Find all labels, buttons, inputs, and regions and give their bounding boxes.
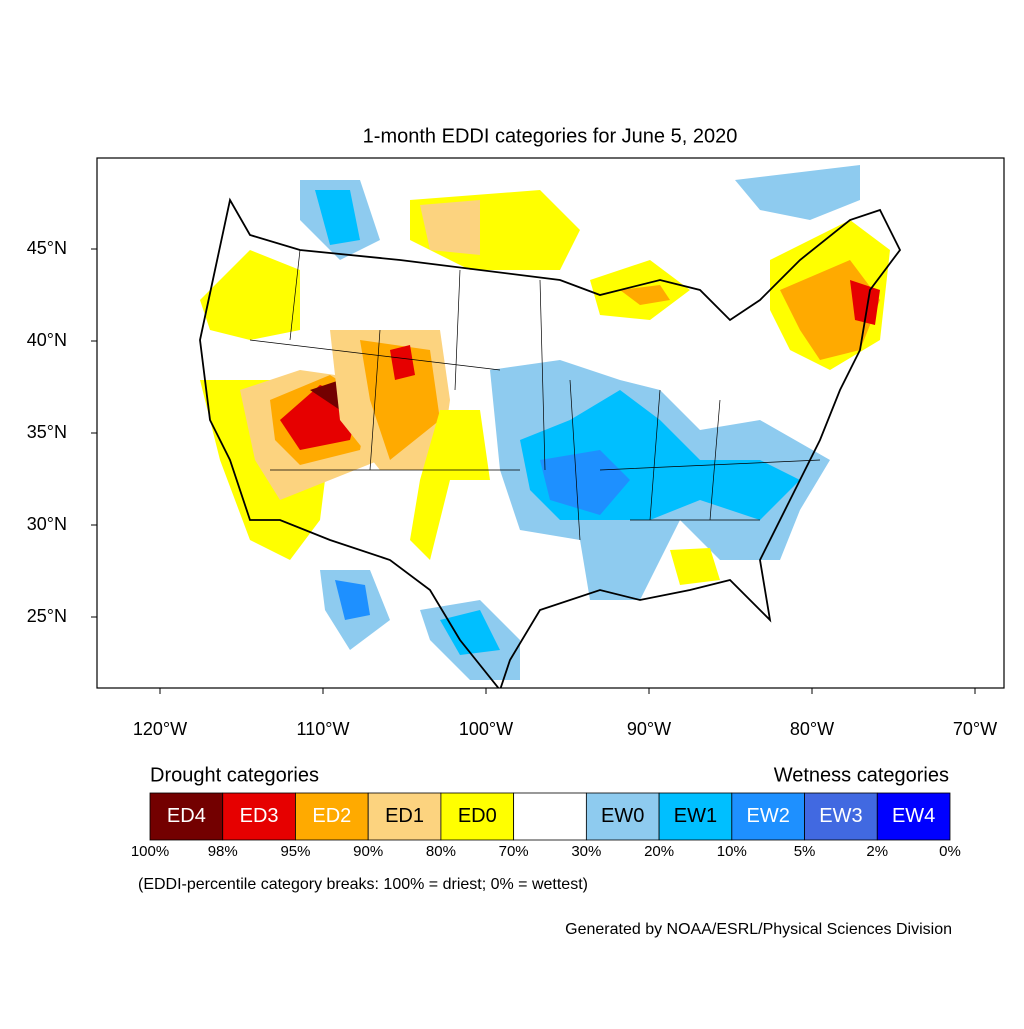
- note: (EDDI-percentile category breaks: 100% =…: [138, 876, 588, 893]
- legend-break: 95%: [280, 843, 310, 860]
- lon-tick-label: 110°W: [297, 719, 350, 739]
- legend-break: 10%: [717, 843, 747, 860]
- legend-break: 70%: [499, 843, 529, 860]
- legend-break: 20%: [644, 843, 674, 860]
- legend-break: 98%: [208, 843, 238, 860]
- axes: 45°N 40°N 35°N 30°N 25°N 120°W 110°W 100°W 90°W 8…: [27, 238, 997, 739]
- legend-label: EW1: [674, 805, 717, 827]
- anomaly-patch: [390, 345, 415, 380]
- anomaly-patch: [200, 250, 300, 340]
- lon-tick-label: 100°W: [459, 719, 513, 739]
- anomaly-patch: [360, 340, 440, 460]
- legend-swatch: [585, 792, 660, 841]
- legend-swatch: [804, 792, 878, 841]
- lon-tick-label: 80°W: [790, 719, 834, 739]
- legend-break: 5%: [794, 843, 816, 860]
- legend-swatch: [731, 792, 805, 841]
- legend-label: EW3: [819, 805, 862, 827]
- lon-tick-label: 120°W: [133, 719, 187, 739]
- legend-swatch: [295, 792, 369, 841]
- anomaly-patch: [540, 450, 630, 515]
- lat-tick-label: 25°N: [27, 606, 67, 626]
- lon-tick-label: 70°W: [953, 719, 997, 739]
- legend-label: EW4: [892, 805, 935, 827]
- legend-swatch: [367, 792, 442, 841]
- legend-swatch: [440, 792, 515, 841]
- legend-break: 30%: [571, 843, 601, 860]
- lat-tick-label: 45°N: [27, 238, 67, 258]
- legend-label: ED4: [167, 805, 206, 827]
- legend-label: ED1: [385, 805, 424, 827]
- legend-label: ED0: [458, 805, 497, 827]
- anomaly-patch: [315, 190, 360, 245]
- anomaly-patch: [620, 285, 670, 305]
- legend-break: 80%: [426, 843, 456, 860]
- lon-tick-label: 90°W: [627, 719, 671, 739]
- legend-swatch: [149, 792, 224, 841]
- anomaly-patch: [410, 410, 490, 560]
- wetness-title: Wetness categories: [774, 764, 949, 786]
- legend-break: 2%: [866, 843, 888, 860]
- lat-tick-label: 40°N: [27, 330, 67, 350]
- drought-title: Drought categories: [150, 764, 319, 786]
- map-title: 1-month EDDI categories for June 5, 2020: [363, 125, 738, 147]
- coastline: [199, 197, 902, 688]
- anomaly-patch: [850, 280, 880, 325]
- legend-swatch: [658, 792, 733, 841]
- legend-break: 90%: [353, 843, 383, 860]
- anomaly-patch: [440, 610, 500, 655]
- legend-label: ED2: [312, 805, 351, 827]
- state-boundaries: [249, 249, 821, 541]
- anomaly-patch: [420, 200, 480, 255]
- legend-label: EW0: [601, 805, 644, 827]
- map-content: [199, 165, 902, 688]
- legend-blank: [513, 792, 587, 841]
- map: [96, 157, 1005, 689]
- legend-swatch: [222, 792, 296, 841]
- map-frame: [96, 157, 1005, 689]
- credit: Generated by NOAA/ESRL/Physical Sciences…: [565, 921, 952, 938]
- legend-label: EW2: [747, 805, 790, 827]
- lat-tick-label: 30°N: [27, 514, 67, 534]
- legend-swatch: [876, 792, 951, 841]
- anomaly-patch: [735, 165, 860, 220]
- anomaly-patch: [335, 580, 370, 620]
- anomaly-patch: [670, 548, 720, 585]
- legend-break: 100%: [131, 843, 169, 860]
- legend: Drought categories Wetness categories ED…: [131, 764, 961, 860]
- legend-break: 0%: [939, 843, 961, 860]
- legend-label: ED3: [240, 805, 279, 827]
- lat-tick-label: 35°N: [27, 422, 67, 442]
